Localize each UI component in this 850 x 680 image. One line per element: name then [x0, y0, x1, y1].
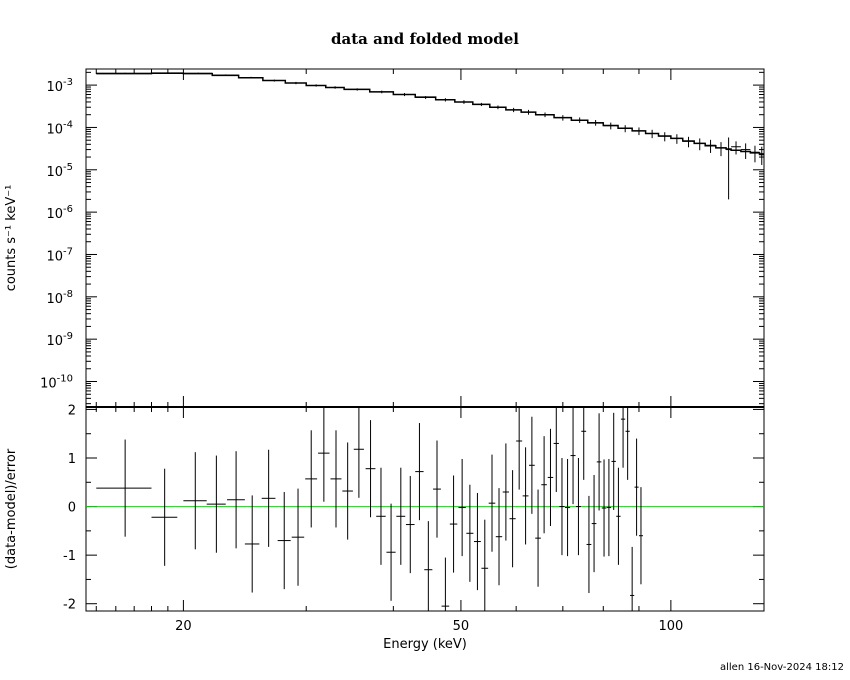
y-tick-base: 10	[46, 80, 63, 95]
y-tick-label: 10-9	[46, 331, 73, 349]
x-tick-label: 50	[453, 619, 470, 634]
y-tick-exponent: -10	[57, 374, 73, 385]
footer-stamp: allen 16-Nov-2024 18:12	[720, 662, 844, 673]
y-tick-base: 10	[46, 249, 63, 264]
top-y-axis-label: counts s⁻¹ keV⁻¹	[4, 185, 19, 292]
y-tick-label: 10-10	[40, 374, 73, 392]
top-panel-marks	[96, 72, 764, 200]
bottom-y-axis-label: (data-model)/error	[4, 448, 19, 569]
y-tick-exponent: -6	[63, 204, 73, 215]
residual-y-tick-label: -2	[63, 598, 76, 613]
y-tick-exponent: -7	[63, 246, 73, 257]
residual-y-tick-label: 2	[68, 403, 76, 418]
y-tick-base: 10	[46, 292, 63, 307]
x-axis-label: Energy (keV)	[383, 637, 467, 652]
y-tick-label: 10-3	[46, 77, 73, 95]
chart-title: data and folded model	[331, 30, 519, 48]
residual-y-tick-label: -1	[63, 549, 76, 564]
y-tick-label: 10-8	[46, 289, 73, 307]
y-tick-exponent: -8	[63, 289, 73, 300]
x-tick-label: 100	[658, 619, 683, 634]
y-tick-base: 10	[46, 165, 63, 180]
bottom-panel-frame	[85, 406, 765, 612]
y-tick-base: 10	[46, 207, 63, 222]
y-tick-label: 10-4	[46, 119, 73, 137]
y-tick-base: 10	[46, 334, 63, 349]
top-panel-frame	[85, 68, 765, 408]
y-tick-label: 10-7	[46, 246, 73, 264]
y-tick-base: 10	[46, 122, 63, 137]
x-tick-label: 20	[175, 619, 192, 634]
y-tick-exponent: -9	[63, 331, 73, 342]
model-step-line	[96, 72, 764, 156]
y-tick-label: 10-6	[46, 204, 73, 222]
residual-y-tick-label: 1	[68, 452, 76, 467]
bottom-panel-marks	[86, 407, 764, 611]
y-tick-base: 10	[40, 377, 57, 392]
y-tick-exponent: -5	[63, 162, 73, 173]
y-tick-exponent: -4	[63, 119, 73, 130]
residual-y-tick-label: 0	[68, 501, 76, 516]
y-tick-label: 10-5	[46, 162, 73, 180]
y-tick-exponent: -3	[63, 77, 73, 88]
